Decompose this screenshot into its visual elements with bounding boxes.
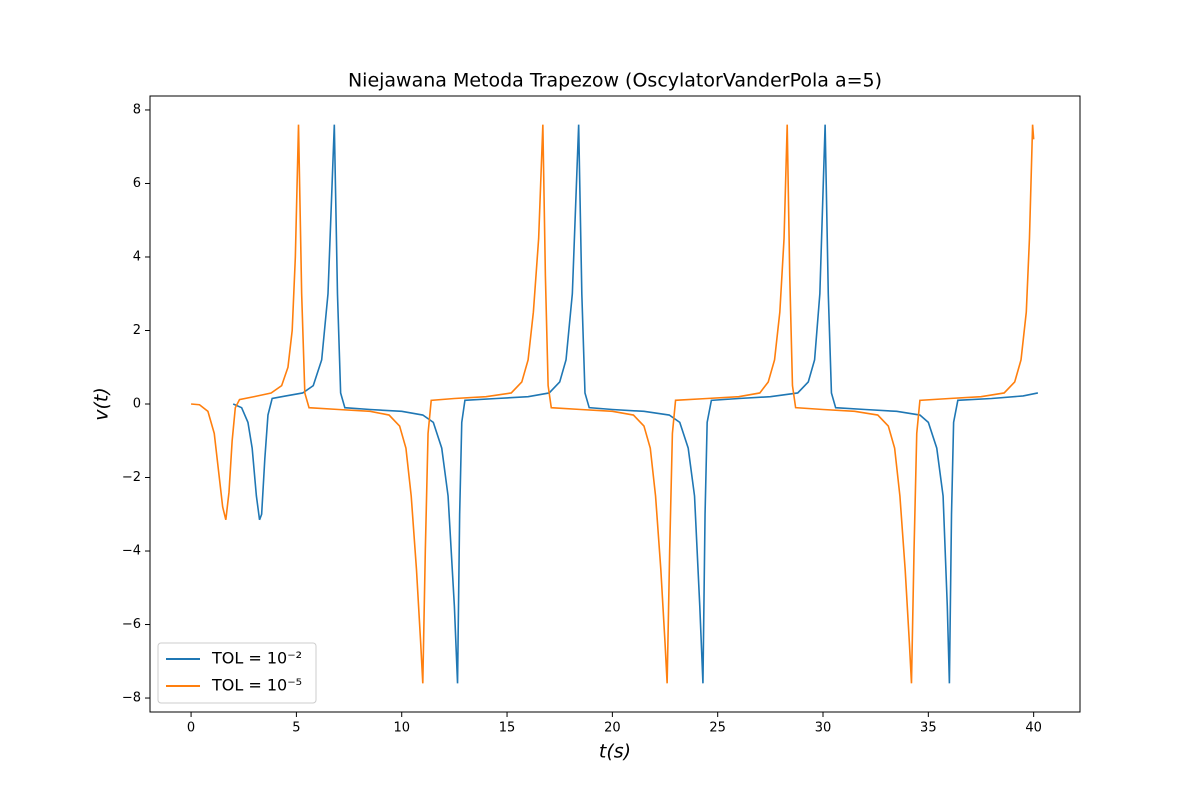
y-tick-label: 8 bbox=[133, 102, 141, 117]
x-tick-label: 25 bbox=[709, 721, 726, 736]
y-tick-label: −6 bbox=[122, 617, 141, 632]
y-tick-label: −4 bbox=[122, 544, 141, 559]
y-axis-label: v(t) bbox=[91, 387, 113, 421]
data-line bbox=[191, 124, 1035, 684]
x-axis-label: t(s) bbox=[599, 741, 631, 763]
x-tick-label: 5 bbox=[292, 721, 300, 736]
x-tick-label: 10 bbox=[393, 721, 410, 736]
y-tick-label: −2 bbox=[122, 470, 141, 485]
x-tick-label: 0 bbox=[187, 721, 195, 736]
x-tick-label: 40 bbox=[1025, 721, 1042, 736]
x-tick-label: 15 bbox=[499, 721, 516, 736]
x-tick-label: 35 bbox=[920, 721, 937, 736]
x-tick-label: 30 bbox=[815, 721, 832, 736]
y-tick-label: −8 bbox=[122, 691, 141, 706]
y-tick-label: 6 bbox=[133, 176, 141, 191]
data-line bbox=[232, 124, 1039, 684]
x-tick-label: 20 bbox=[604, 721, 621, 736]
plot-frame bbox=[149, 95, 1081, 713]
y-tick-label: 0 bbox=[133, 397, 141, 412]
legend-label: TOL = 10⁻⁵ bbox=[211, 676, 302, 695]
y-tick-label: 4 bbox=[133, 249, 141, 264]
y-tick-label: 2 bbox=[133, 323, 141, 338]
chart-title: Niejawana Metoda Trapezow (OscylatorVand… bbox=[348, 70, 882, 92]
legend-label: TOL = 10⁻² bbox=[211, 649, 302, 668]
